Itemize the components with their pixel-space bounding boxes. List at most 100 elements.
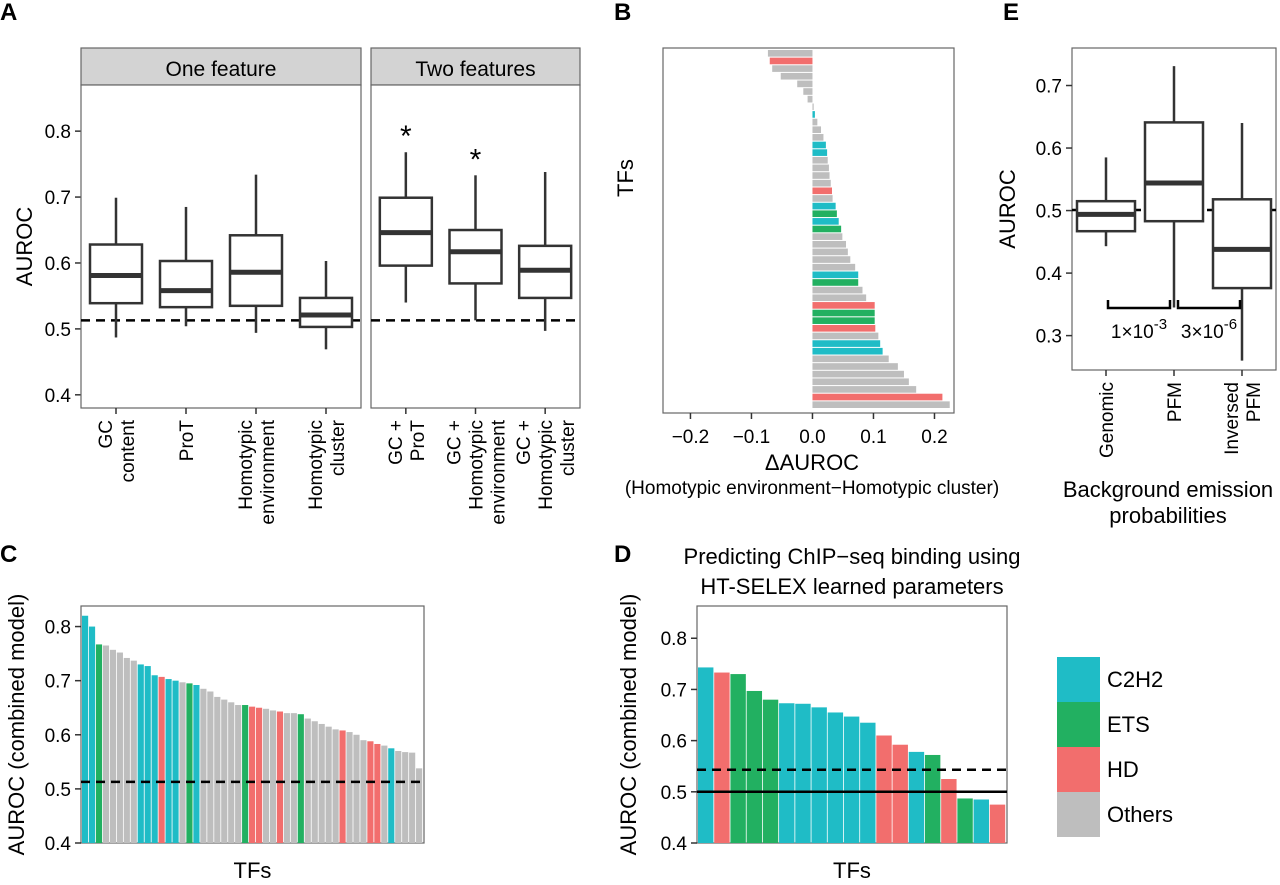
y-tick-label: 0.4 xyxy=(45,834,72,855)
y-axis-title: AUROC (combined model) xyxy=(616,594,641,856)
auroc-bar xyxy=(249,706,256,843)
plot-area xyxy=(662,47,955,414)
auroc-bar xyxy=(730,674,746,843)
y-axis-title: AUROC xyxy=(12,207,37,287)
auroc-bar xyxy=(123,657,130,843)
x-tick-label: environment xyxy=(489,419,510,524)
facet-strip xyxy=(80,47,362,86)
auroc-bar xyxy=(297,714,304,843)
auroc-bar xyxy=(207,691,214,843)
delta-bar xyxy=(812,340,881,347)
x-tick-label: Homotypic xyxy=(236,420,257,510)
auroc-bar xyxy=(269,710,277,843)
auroc-bar xyxy=(339,730,346,843)
box-element xyxy=(88,197,144,338)
x-tick-label: 0.2 xyxy=(921,427,947,448)
auroc-bar xyxy=(924,754,941,843)
x-tick-label: −0.2 xyxy=(672,427,710,448)
auroc-bar xyxy=(116,652,123,843)
delta-bar xyxy=(812,279,859,286)
auroc-bar xyxy=(811,707,827,843)
x-tick-label: PFM xyxy=(1244,382,1265,422)
auroc-bar xyxy=(416,768,423,843)
auroc-bar xyxy=(746,690,763,843)
delta-bar xyxy=(812,225,842,233)
x-tick-label: PFM xyxy=(1165,382,1186,422)
auroc-bar xyxy=(221,699,228,843)
delta-bar xyxy=(803,88,813,95)
auroc-bar xyxy=(200,688,207,843)
delta-bar xyxy=(812,111,815,118)
delta-bar xyxy=(812,195,833,202)
y-tick-label: 0.5 xyxy=(1036,202,1062,223)
auroc-bar xyxy=(989,804,1006,843)
auroc-bar xyxy=(381,745,388,843)
box-element xyxy=(1143,66,1205,308)
delta-bar xyxy=(812,103,814,111)
delta-bar xyxy=(812,164,829,172)
y-axis-title: AUROC (combined model) xyxy=(4,594,29,856)
delta-bar xyxy=(812,240,847,248)
y-tick-label: 0.3 xyxy=(1036,327,1062,348)
delta-bar xyxy=(812,332,879,340)
auroc-bar xyxy=(88,626,96,843)
delta-bar xyxy=(812,126,822,134)
box-element xyxy=(1211,123,1273,361)
panel-a-boxplot: 0.4 0.5 0.6 0.7 0.8 AUROC One feature GC content… xyxy=(12,47,581,525)
y-tick-label: 0.5 xyxy=(45,780,71,801)
x-tick-label: GC + xyxy=(514,420,535,465)
delta-bar xyxy=(812,141,826,149)
auroc-bar xyxy=(827,712,844,843)
x-tick-label: environment xyxy=(258,419,279,524)
auroc-bar xyxy=(158,676,165,843)
panel-d-chipseq-bars: 0.4 0.5 0.6 0.7 0.8 AUROC (combined model) TFs… xyxy=(616,544,1020,883)
delta-bar xyxy=(812,393,943,401)
panel-label-a: A xyxy=(0,0,17,26)
auroc-bar xyxy=(843,716,860,843)
auroc-bar xyxy=(908,751,925,843)
auroc-bar xyxy=(762,699,779,843)
significance-star: * xyxy=(470,143,482,176)
legend-label: Others xyxy=(1107,802,1173,827)
auroc-bar xyxy=(255,707,263,843)
delta-bar xyxy=(812,179,831,187)
y-tick-label: 0.8 xyxy=(661,629,687,650)
y-tick-label: 0.7 xyxy=(45,672,71,693)
auroc-bar xyxy=(892,744,908,843)
auroc-bar xyxy=(374,743,381,843)
panel-c-auroc-bars: 0.4 0.5 0.6 0.7 0.8 AUROC (combined model) TFs xyxy=(4,594,425,883)
delta-bar xyxy=(812,172,830,179)
y-tick-label: 0.4 xyxy=(661,834,688,855)
delta-bar xyxy=(812,355,889,363)
auroc-bar xyxy=(193,685,200,843)
legend-swatch xyxy=(1057,747,1100,792)
auroc-bar xyxy=(325,726,332,843)
auroc-bar xyxy=(941,779,957,843)
delta-bar xyxy=(812,271,859,279)
x-tick-label: −0.1 xyxy=(733,427,771,448)
family-legend: C2H2 ETS HD Others xyxy=(1057,657,1173,837)
auroc-bar xyxy=(353,734,360,843)
x-tick-label: ProT xyxy=(177,420,198,462)
x-axis-subtitle: (Homotypic environment−Homotypic cluster… xyxy=(625,478,999,499)
auroc-bar xyxy=(262,708,270,843)
delta-bar xyxy=(812,302,875,309)
x-tick-label: Homotypic xyxy=(306,420,327,510)
auroc-bar xyxy=(290,713,297,843)
panel-label-c: C xyxy=(0,541,17,568)
auroc-bar xyxy=(409,752,416,843)
box-element xyxy=(298,261,354,350)
delta-bar xyxy=(812,134,824,141)
delta-bar xyxy=(812,347,883,355)
x-tick-label: 0.1 xyxy=(860,427,886,448)
box-element xyxy=(1075,157,1137,247)
auroc-bar xyxy=(276,711,284,843)
auroc-bar xyxy=(860,722,876,843)
y-tick-label: 0.4 xyxy=(1036,264,1063,285)
legend-label: C2H2 xyxy=(1107,667,1163,692)
delta-bar xyxy=(812,118,818,126)
pvalue-base: 1×10 xyxy=(1111,322,1154,343)
x-axis-title: TFs xyxy=(833,858,871,883)
panel-label-b: B xyxy=(614,0,631,26)
